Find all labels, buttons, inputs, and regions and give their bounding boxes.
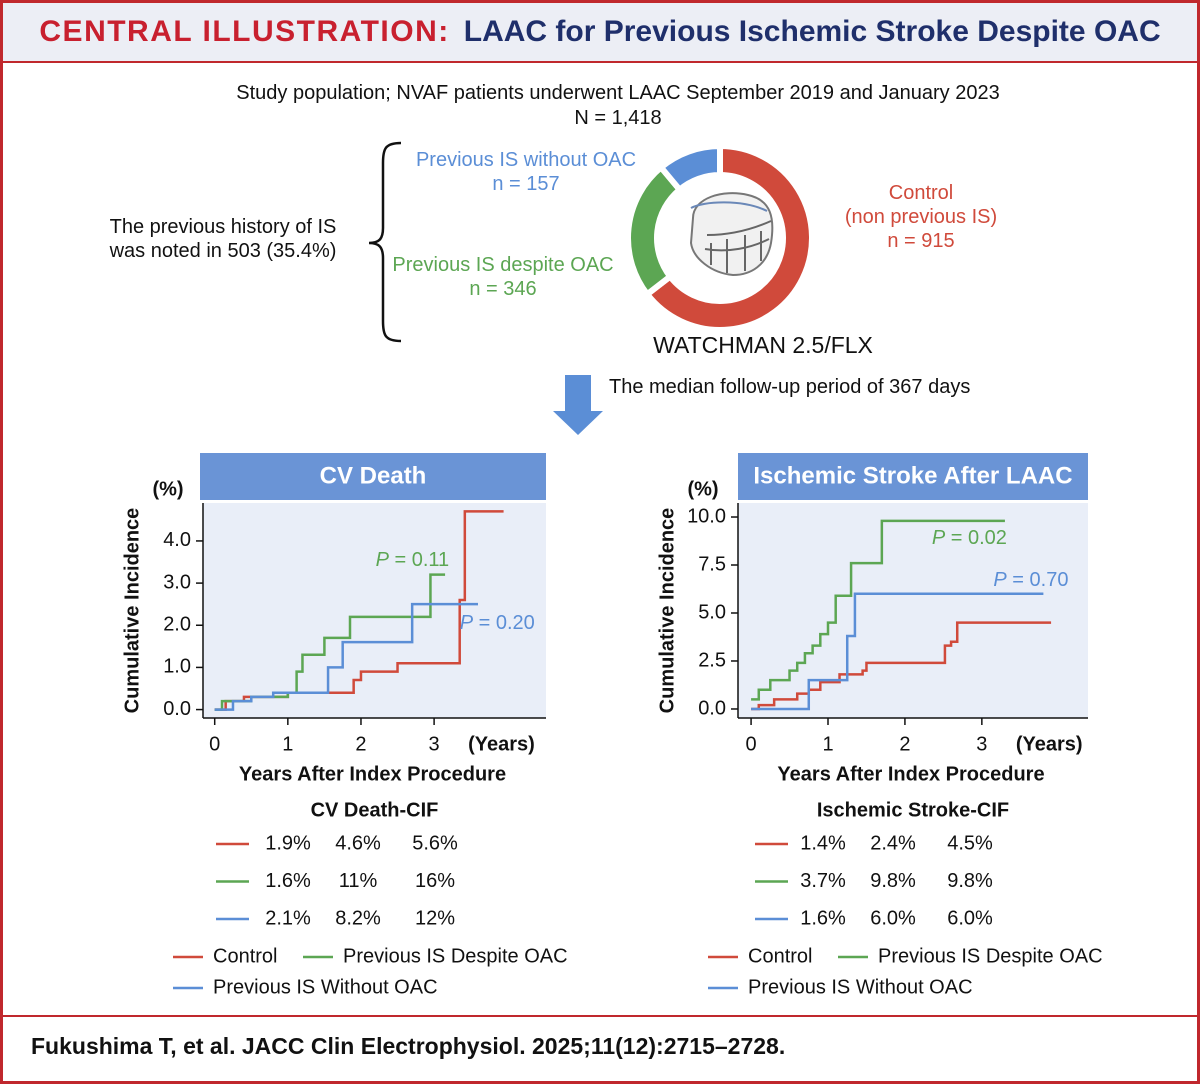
y-unit: (%) [152, 478, 183, 500]
step-line [214, 602, 478, 711]
cif-value: 11% [339, 870, 378, 892]
category-label: Control (non previous IS) [844, 182, 998, 228]
citation: Fukushima T, et al. JACC Clin Electrophy… [31, 1033, 786, 1059]
cif-value: 1.9% [265, 832, 311, 854]
donut-segment [656, 142, 723, 194]
device-label: WATCHMAN 2.5/FLX [653, 332, 873, 358]
p-value: P = 0.20 [459, 612, 535, 635]
x-unit: (Years) [468, 733, 535, 755]
x-tick-label: 2 [355, 733, 366, 755]
cif-title: Ischemic Stroke-CIF [817, 799, 1009, 821]
cif-value: 6.0% [947, 907, 993, 929]
y-tick-label: 5.0 [698, 601, 726, 623]
header-label: CENTRAL ILLUSTRATION: [39, 15, 450, 48]
study-n: N = 1,418 [574, 107, 662, 129]
p-value: P = 0.02 [931, 527, 1007, 550]
header-title: LAAC for Previous Ischemic Stroke Despit… [463, 15, 1161, 48]
x-tick-label: 0 [209, 733, 220, 755]
cif-title: CV Death-CIF [311, 799, 439, 821]
y-tick-label: 3.0 [163, 571, 191, 593]
device-icon [689, 192, 774, 277]
x-axis-label: Years After Index Procedure [239, 763, 506, 785]
y-tick-label: 1.0 [163, 656, 191, 678]
cif-value: 1.6% [800, 907, 846, 929]
y-tick-label: 10.0 [687, 505, 726, 527]
title-band [738, 453, 1088, 500]
x-tick-label: 1 [282, 733, 293, 755]
history-note: The previous history of IS was noted in … [109, 216, 337, 262]
legend-label: Control [748, 945, 812, 967]
chart-title: CV Death [320, 462, 427, 489]
category-label: Previous IS without OAC [415, 149, 637, 171]
step-line [751, 621, 1052, 711]
title-band [200, 453, 546, 500]
cif-value: 3.7% [800, 870, 846, 892]
step-line [751, 519, 1005, 701]
legend-label: Previous IS Without OAC [748, 976, 973, 998]
x-tick-label: 2 [899, 733, 910, 755]
study-population: Study population; NVAF patients underwen… [236, 82, 1000, 104]
cif-value: 2.1% [265, 907, 311, 929]
legend-label: Previous IS Without OAC [213, 976, 438, 998]
legend-label: Control [213, 945, 277, 967]
cif-value: 12% [415, 907, 455, 929]
x-unit: (Years) [1016, 733, 1083, 755]
y-axis-label: Cumulative Incidence [656, 508, 678, 714]
legend-label: Previous IS Despite OAC [878, 945, 1103, 967]
count-label: n = 346 [469, 278, 537, 300]
y-unit: (%) [687, 478, 718, 500]
x-tick-label: 1 [822, 733, 833, 755]
cif-value: 1.6% [265, 870, 311, 892]
cif-value: 2.4% [870, 832, 916, 854]
cif-value: 9.8% [870, 870, 916, 892]
down-arrow [553, 375, 603, 435]
cif-value: 1.4% [800, 832, 846, 854]
count-label: n = 915 [887, 230, 955, 252]
plot-area [203, 503, 546, 718]
cif-value: 9.8% [947, 870, 993, 892]
x-axis-label: Years After Index Procedure [777, 763, 1044, 785]
step-line [751, 592, 1044, 711]
x-tick-label: 3 [976, 733, 987, 755]
header: CENTRAL ILLUSTRATION: LAAC for Previous … [3, 3, 1197, 63]
brace [368, 141, 402, 343]
y-tick-label: 4.0 [163, 529, 191, 551]
y-tick-label: 2.0 [163, 614, 191, 636]
category-label: Previous IS despite OAC [392, 254, 614, 276]
count-label: n = 157 [492, 173, 560, 195]
p-value: P = 0.70 [993, 569, 1069, 592]
cif-value: 4.6% [335, 832, 381, 854]
y-tick-label: 7.5 [698, 553, 726, 575]
follow-up: The median follow-up period of 367 days [609, 376, 971, 398]
footer [3, 1015, 1197, 1081]
illustration: CV Death 0.0 1.0 2.0 3.0 4.0 0 1 2 3 (Years) (%) Yea… [121, 141, 1103, 998]
cif-value: 5.6% [412, 832, 458, 854]
cif-value: 8.2% [335, 907, 381, 929]
legend-label: Previous IS Despite OAC [343, 945, 568, 967]
y-axis-label: Cumulative Incidence [121, 508, 143, 714]
p-value: P = 0.11 [375, 548, 450, 571]
plot-area [738, 503, 1088, 718]
cif-value: 16% [415, 870, 455, 892]
y-tick-label: 0.0 [698, 697, 726, 719]
y-tick-label: 2.5 [698, 649, 726, 671]
x-tick-label: 0 [746, 733, 757, 755]
donut-segment [642, 142, 815, 333]
y-tick-label: 0.0 [163, 698, 191, 720]
cif-value: 6.0% [870, 907, 916, 929]
chart-title: Ischemic Stroke After LAAC [753, 462, 1072, 489]
cif-value: 4.5% [947, 832, 993, 854]
x-tick-label: 3 [429, 733, 440, 755]
